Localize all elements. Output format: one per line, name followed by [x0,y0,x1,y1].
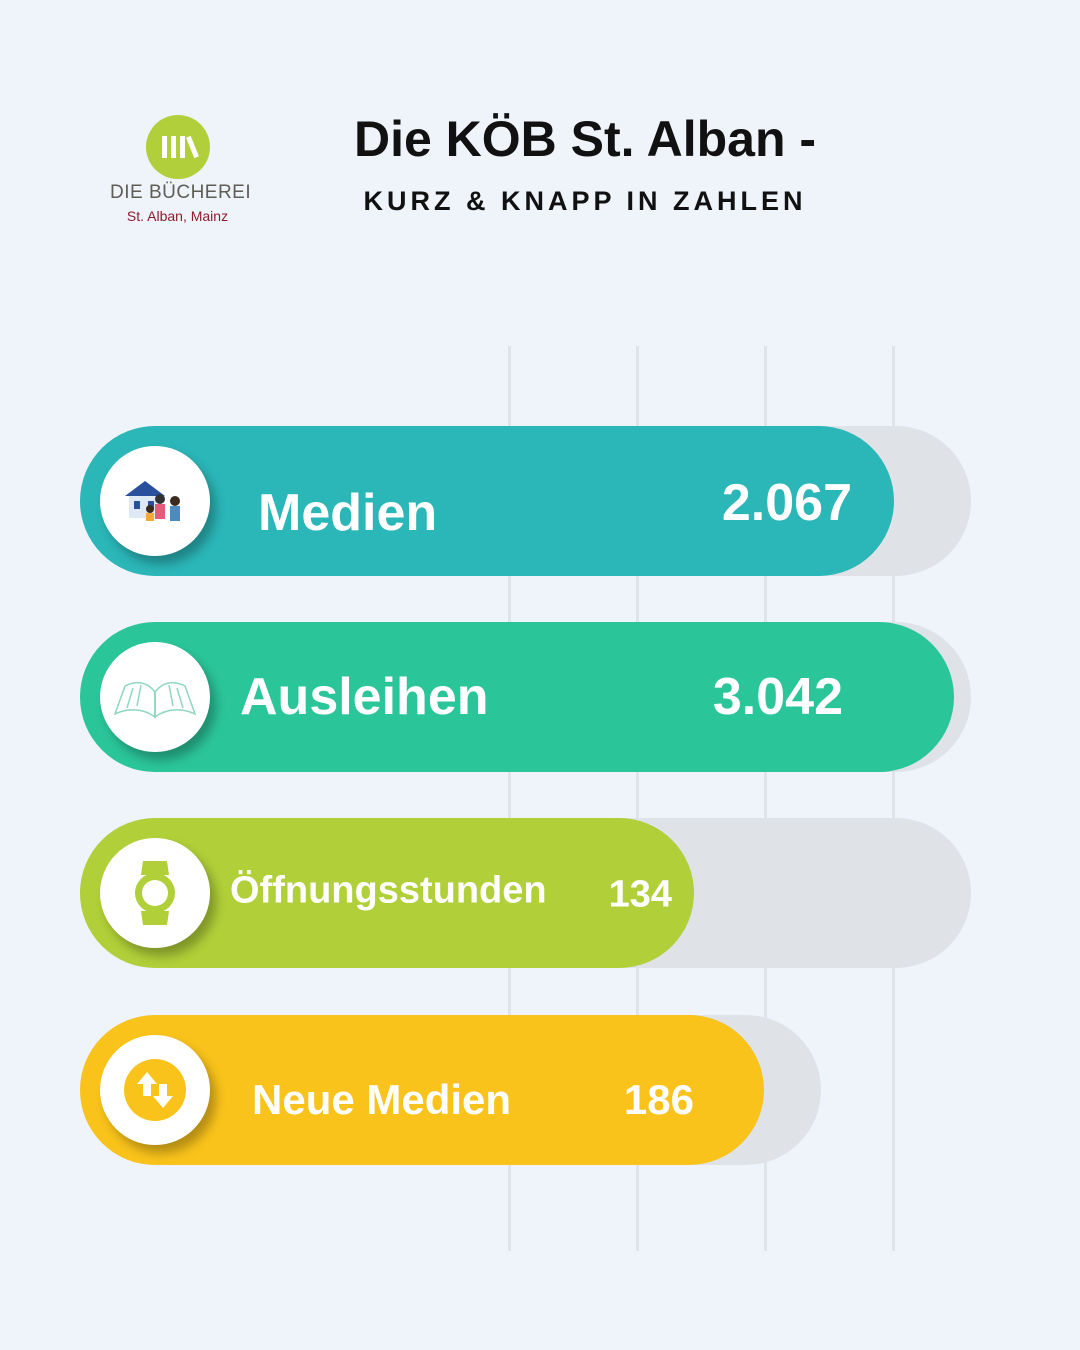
stat-value: 134 [608,873,672,916]
stat-value: 2.067 [721,474,852,532]
open-book-icon [100,642,210,752]
up-down-arrows-icon [100,1035,210,1145]
gridline [892,346,895,1251]
gridline [636,346,639,1251]
stat-value: 186 [623,1076,694,1123]
stat-label: Ausleihen [240,668,489,726]
stat-value: 3.042 [712,668,843,726]
gridline [508,346,511,1251]
stat-label: Neue Medien [252,1076,512,1123]
logo-location: St. Alban, Mainz [126,208,229,224]
stat-bar-ausleihen: Ausleihen 3.042 [80,622,954,772]
stat-bar-oeffnungsstunden: Öffnungsstunden 134 [80,818,694,968]
family-house-icon [100,446,210,556]
page-subtitle: KURZ & KNAPP IN ZAHLEN [363,186,807,216]
library-logo: DIE BÜCHEREI St. Alban, Mainz [110,115,252,224]
stat-bar-neue-medien: Neue Medien 186 [80,1015,764,1165]
gridline [764,346,767,1251]
page-title: Die KÖB St. Alban - [353,111,817,167]
stat-bar-medien: Medien 2.067 [80,426,894,576]
books-icon [145,115,210,179]
stat-label: Öffnungsstunden [230,869,547,912]
stat-label: Medien [258,484,438,542]
watch-icon [100,838,210,948]
logo-name: DIE BÜCHEREI [110,182,252,203]
